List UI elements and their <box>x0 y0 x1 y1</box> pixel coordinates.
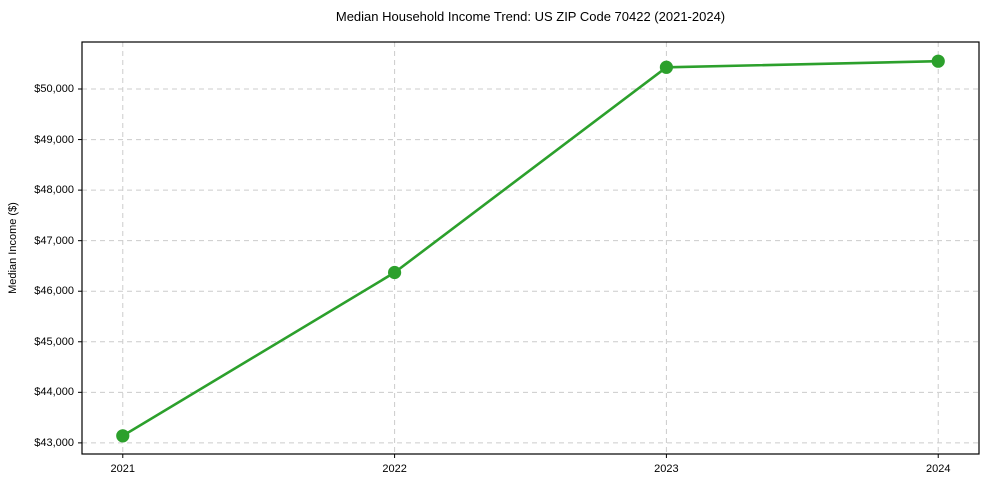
chart-title: Median Household Income Trend: US ZIP Co… <box>335 9 726 24</box>
y-tick-label: $48,000 <box>34 184 74 197</box>
x-tick-label: 2024 <box>925 463 951 475</box>
data-point-marker <box>659 60 674 74</box>
y-tick-label: $50,000 <box>34 83 74 95</box>
plot-frame <box>81 41 980 455</box>
y-tick-label: $44,000 <box>34 386 74 399</box>
x-tick-label: 2023 <box>654 463 679 475</box>
data-point-marker <box>387 265 402 280</box>
y-tick-label: $43,000 <box>34 436 74 449</box>
data-point-marker <box>931 54 945 68</box>
y-tick-label: $49,000 <box>34 133 74 146</box>
income-trend-line <box>121 59 940 438</box>
data-point-marker <box>116 429 130 443</box>
x-tick-label: 2021 <box>110 463 136 475</box>
x-tick-label: 2022 <box>382 463 407 475</box>
y-tick-label: $46,000 <box>34 285 74 298</box>
y-tick-label: $47,000 <box>34 234 74 247</box>
y-tick-label: $45,000 <box>34 335 74 348</box>
